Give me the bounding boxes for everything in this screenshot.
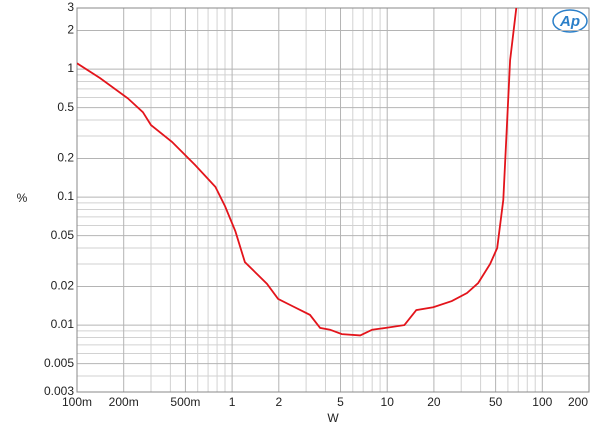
x-tick-label: 5: [337, 395, 344, 409]
y-tick-label: 1: [67, 61, 74, 75]
y-tick-label: 0.1: [57, 189, 74, 203]
logo-text: Ap: [559, 13, 580, 30]
y-tick-label: 0.01: [51, 317, 75, 331]
plot-frame: [76, 7, 590, 393]
y-axis-label: %: [17, 191, 28, 205]
x-tick-label: 100m: [62, 395, 92, 409]
x-tick-label: 1: [229, 395, 236, 409]
y-tick-label: 2: [67, 23, 74, 37]
x-tick-label: 200: [568, 395, 588, 409]
x-tick-label: 100: [532, 395, 552, 409]
y-tick-label: 0.5: [57, 100, 74, 114]
y-tick-label: 0.02: [51, 279, 75, 293]
y-tick-label: 0.005: [44, 356, 74, 370]
x-tick-label: 20: [427, 395, 441, 409]
x-tick-label: 2: [275, 395, 282, 409]
logo-ring: [552, 9, 588, 33]
y-tick-label: 3: [67, 0, 74, 14]
x-tick-label: 200m: [109, 395, 139, 409]
y-tick-label: 0.05: [51, 228, 75, 242]
y-tick-label: 0.2: [57, 151, 74, 165]
x-tick-label: 10: [381, 395, 395, 409]
data-line: [77, 8, 518, 337]
x-axis-label: W: [327, 411, 339, 425]
y-tick-label: 0.003: [44, 384, 74, 398]
x-tick-label: 500m: [170, 395, 200, 409]
x-tick-label: 50: [489, 395, 503, 409]
logo: Ap: [552, 9, 588, 33]
